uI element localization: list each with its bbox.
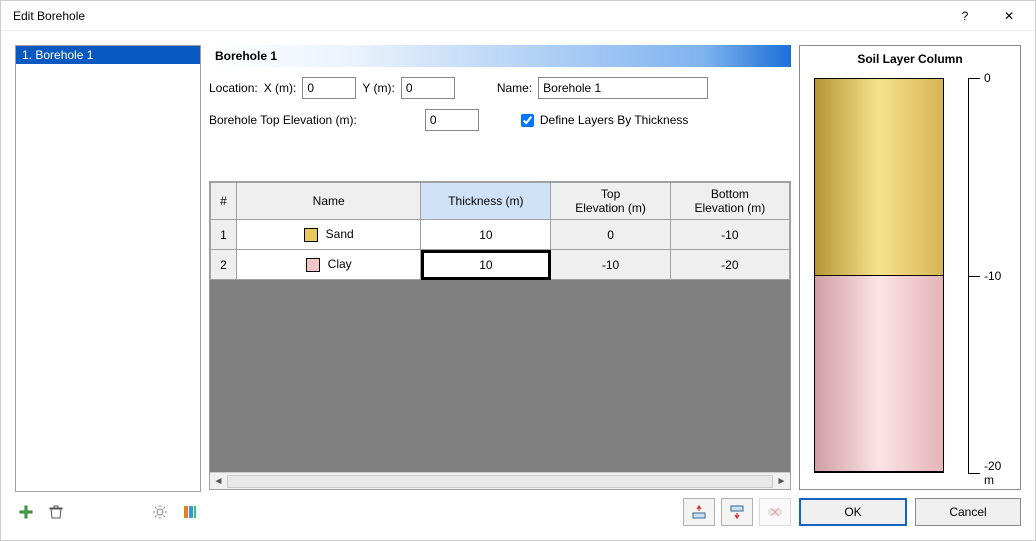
soil-segment xyxy=(815,79,943,276)
cancel-button[interactable]: Cancel xyxy=(915,498,1021,526)
cell-top-elev: 0 xyxy=(551,220,670,250)
cell-bottom-elev: -10 xyxy=(670,220,789,250)
top-elev-input[interactable] xyxy=(425,109,479,131)
insert-row-below-button[interactable] xyxy=(721,498,753,526)
soil-column-title: Soil Layer Column xyxy=(806,52,1014,66)
cell-name[interactable]: Clay xyxy=(237,250,421,280)
col-name: Name xyxy=(237,183,421,220)
help-icon: ? xyxy=(962,9,969,23)
define-by-thickness-checkbox[interactable] xyxy=(521,114,534,127)
location-label: Location: xyxy=(209,81,258,95)
layer-table[interactable]: # Name Thickness (m) TopElevation (m) Bo… xyxy=(210,182,790,280)
cell-top-elev: -10 xyxy=(551,250,670,280)
soil-column-scale: 0-10-20 m xyxy=(968,78,1010,473)
soil-column-draw: 0-10-20 m xyxy=(806,70,1014,481)
edit-borehole-dialog: Edit Borehole ? ✕ 1. Borehole 1 xyxy=(0,0,1036,541)
table-header-row: # Name Thickness (m) TopElevation (m) Bo… xyxy=(211,183,790,220)
help-button[interactable]: ? xyxy=(943,2,987,30)
borehole-list[interactable]: 1. Borehole 1 xyxy=(15,45,201,492)
location-row: Location: X (m): Y (m): Name: xyxy=(209,77,791,99)
x-label: X (m): xyxy=(264,81,297,95)
left-panel: 1. Borehole 1 xyxy=(15,45,201,526)
layer-table-container: # Name Thickness (m) TopElevation (m) Bo… xyxy=(209,181,791,490)
scale-tick xyxy=(968,473,980,474)
delete-borehole-button[interactable] xyxy=(45,501,67,523)
settings-button[interactable] xyxy=(149,501,171,523)
col-thickness: Thickness (m) xyxy=(421,183,551,220)
dialog-body: 1. Borehole 1 Borehole 1 xyxy=(1,31,1035,540)
scale-label: 0 xyxy=(984,71,991,85)
insert-row-above-icon xyxy=(691,504,707,520)
titlebar: Edit Borehole ? ✕ xyxy=(1,1,1035,31)
name-input[interactable] xyxy=(538,77,708,99)
scale-tick xyxy=(968,78,980,79)
col-index: # xyxy=(211,183,237,220)
add-borehole-button[interactable] xyxy=(15,501,37,523)
col-bottom: BottomElevation (m) xyxy=(670,183,789,220)
soil-segment xyxy=(815,276,943,473)
row-index: 1 xyxy=(211,220,237,250)
borehole-header: Borehole 1 xyxy=(209,45,791,67)
name-label: Name: xyxy=(497,81,532,95)
scale-tick xyxy=(968,276,980,277)
insert-row-below-icon xyxy=(729,504,745,520)
close-icon: ✕ xyxy=(1004,9,1014,23)
cell-thickness[interactable]: 10 xyxy=(421,220,551,250)
row-index: 2 xyxy=(211,250,237,280)
scale-axis xyxy=(968,78,969,473)
scale-label: -10 xyxy=(984,269,1001,283)
color-swatch xyxy=(304,228,318,242)
y-label: Y (m): xyxy=(362,81,394,95)
col-top: TopElevation (m) xyxy=(551,183,670,220)
trash-icon xyxy=(48,504,64,520)
x-input[interactable] xyxy=(302,77,356,99)
scroll-right-icon[interactable]: ► xyxy=(773,473,790,490)
scale-label: -20 m xyxy=(984,459,1010,487)
column-icon xyxy=(182,504,198,520)
delete-row-icon xyxy=(767,504,783,520)
cell-bottom-elev: -20 xyxy=(670,250,789,280)
define-by-thickness-label: Define Layers By Thickness xyxy=(540,113,689,127)
dialog-buttons: OK Cancel xyxy=(799,498,1021,526)
elevation-row: Borehole Top Elevation (m): Define Layer… xyxy=(209,109,791,131)
close-button[interactable]: ✕ xyxy=(987,2,1031,30)
gear-icon xyxy=(152,504,168,520)
color-swatch xyxy=(306,258,320,272)
insert-row-above-button[interactable] xyxy=(683,498,715,526)
scroll-track[interactable] xyxy=(227,475,773,488)
dialog-title: Edit Borehole xyxy=(13,9,943,23)
table-row[interactable]: 1Sand100-10 xyxy=(211,220,790,250)
ok-button[interactable]: OK xyxy=(799,498,907,526)
delete-row-button[interactable] xyxy=(759,498,791,526)
y-input[interactable] xyxy=(401,77,455,99)
left-toolbar xyxy=(15,498,201,526)
borehole-list-item[interactable]: 1. Borehole 1 xyxy=(16,46,200,64)
soil-column-bar xyxy=(814,78,944,473)
column-chart-button[interactable] xyxy=(179,501,201,523)
top-elev-label: Borehole Top Elevation (m): xyxy=(209,113,357,127)
scroll-left-icon[interactable]: ◄ xyxy=(210,473,227,490)
column-panel: Soil Layer Column 0-10-20 m OK Cancel xyxy=(799,45,1021,526)
main-panel: Borehole 1 Location: X (m): Y (m): Name:… xyxy=(209,45,791,526)
cell-thickness[interactable]: 10 xyxy=(421,250,551,280)
horizontal-scrollbar[interactable]: ◄ ► xyxy=(210,472,790,489)
table-toolbar xyxy=(209,498,791,526)
soil-column-box: Soil Layer Column 0-10-20 m xyxy=(799,45,1021,490)
table-row[interactable]: 2Clay10-10-20 xyxy=(211,250,790,280)
plus-icon xyxy=(18,504,34,520)
cell-name[interactable]: Sand xyxy=(237,220,421,250)
